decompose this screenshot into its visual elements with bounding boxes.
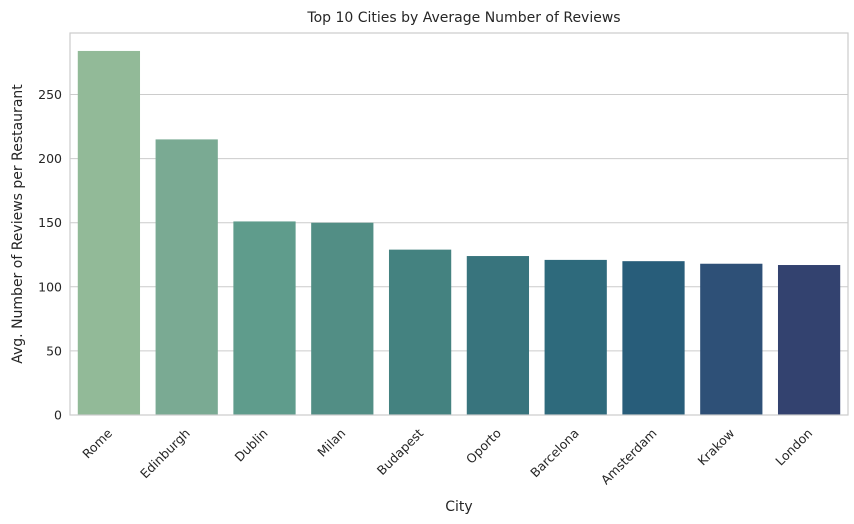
bar-barcelona: [544, 259, 607, 415]
bar-krakow: [700, 263, 763, 415]
y-tick-label: 250: [38, 87, 62, 102]
bars: [77, 50, 841, 415]
bar-edinburgh: [155, 139, 218, 415]
chart-title: Top 10 Cities by Average Number of Revie…: [306, 10, 620, 26]
bar-budapest: [388, 249, 452, 415]
y-axis-ticks: 0 50 100 150 200 250: [38, 87, 62, 422]
x-axis-ticks: Rome Edinburgh Dublin Milan Budapest Oporto Ba…: [79, 425, 815, 487]
y-tick-label: 100: [38, 279, 62, 294]
x-axis-label: City: [445, 499, 472, 515]
bar-oporto: [466, 256, 530, 415]
y-tick-label: 200: [38, 151, 62, 166]
y-tick-label: 0: [54, 408, 62, 423]
x-tick-label: Milan: [314, 426, 348, 460]
x-tick-label: Amsterdam: [598, 426, 660, 488]
x-tick-label: Rome: [79, 425, 115, 461]
y-tick-label: 150: [38, 215, 62, 230]
bar-amsterdam: [622, 261, 685, 415]
bar-dublin: [233, 221, 296, 415]
y-tick-label: 50: [46, 343, 62, 358]
x-tick-label: Budapest: [374, 425, 426, 477]
plot-frame: [69, 32, 849, 416]
bar-rome: [77, 50, 141, 415]
y-axis-label: Avg. Number of Reviews per Restaurant: [10, 84, 26, 364]
x-tick-label: Edinburgh: [137, 426, 193, 482]
x-tick-label: Barcelona: [527, 426, 582, 481]
x-tick-label: Oporto: [463, 426, 504, 467]
x-tick-label: Krakow: [695, 426, 738, 469]
bar-milan: [311, 222, 374, 415]
x-tick-label: London: [772, 426, 815, 469]
bar-london: [777, 265, 841, 415]
x-tick-label: Dublin: [231, 426, 270, 465]
